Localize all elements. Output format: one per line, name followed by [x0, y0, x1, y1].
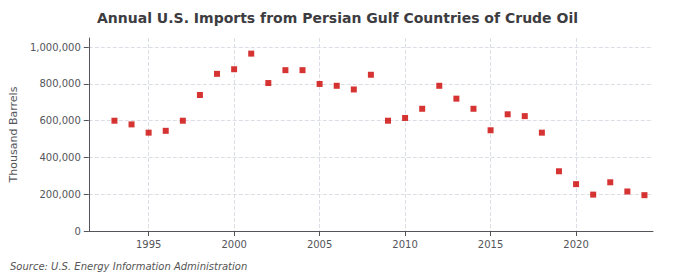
- svg-text:2020: 2020: [563, 239, 588, 250]
- svg-text:800,000: 800,000: [39, 78, 80, 89]
- svg-text:Source: U.S. Energy Informatio: Source: U.S. Energy Information Administ…: [10, 261, 247, 272]
- svg-text:2015: 2015: [478, 239, 503, 250]
- svg-text:2010: 2010: [392, 239, 417, 250]
- svg-text:400,000: 400,000: [39, 152, 80, 163]
- svg-text:1,000,000: 1,000,000: [30, 42, 81, 53]
- svg-text:0: 0: [74, 226, 80, 237]
- svg-text:Thousand Barrels: Thousand Barrels: [7, 86, 20, 183]
- svg-text:1995: 1995: [136, 239, 161, 250]
- svg-text:2005: 2005: [307, 239, 332, 250]
- svg-text:2000: 2000: [221, 239, 246, 250]
- svg-text:600,000: 600,000: [39, 115, 80, 126]
- svg-text:200,000: 200,000: [39, 189, 80, 200]
- svg-text:Annual U.S. Imports from Persi: Annual U.S. Imports from Persian Gulf Co…: [97, 10, 578, 26]
